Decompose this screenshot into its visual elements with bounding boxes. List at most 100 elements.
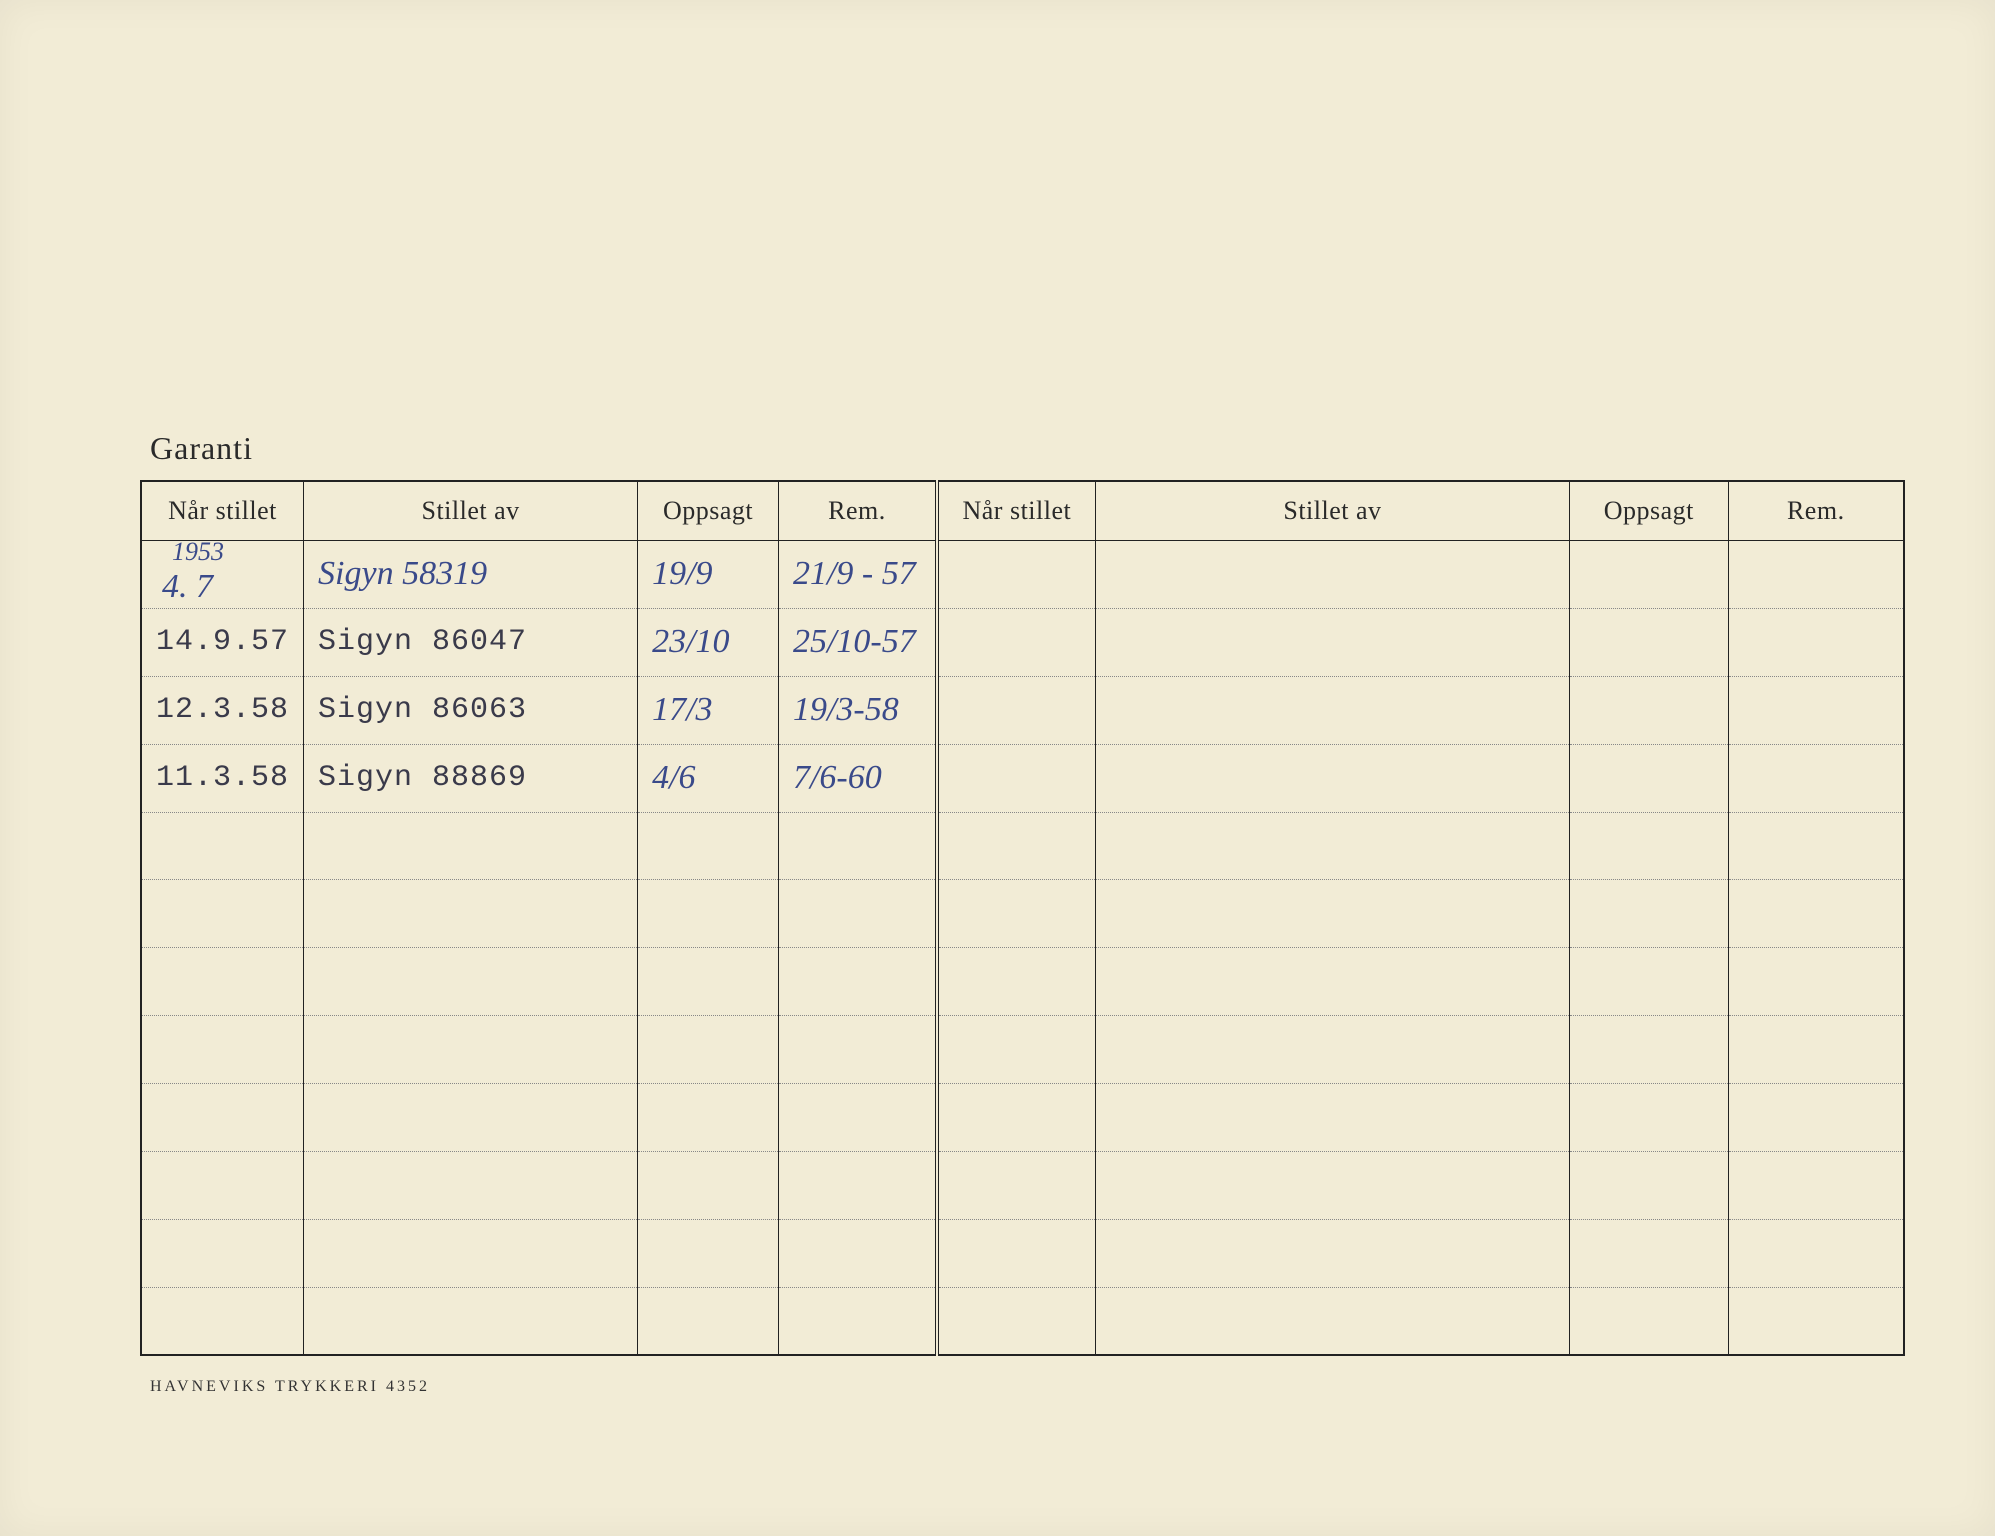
empty-cell xyxy=(638,1219,779,1287)
cell-stillet-av: Sigyn 88869 xyxy=(304,744,638,812)
empty-cell xyxy=(1570,948,1728,1016)
empty-cell xyxy=(1095,880,1569,948)
empty-cell xyxy=(937,1287,1095,1355)
empty-cell xyxy=(1095,1219,1569,1287)
empty-cell xyxy=(638,880,779,948)
empty-cell xyxy=(1095,1084,1569,1152)
cell-oppsagt: 19/9 xyxy=(638,541,779,609)
cell-nar-stillet: 14.9.57 xyxy=(141,608,304,676)
cell-rem: 19/3-58 xyxy=(778,676,936,744)
empty-cell xyxy=(1570,1287,1728,1355)
empty-cell xyxy=(778,880,936,948)
empty-cell xyxy=(304,880,638,948)
empty-cell xyxy=(1728,812,1904,880)
cell-oppsagt: 4/6 xyxy=(638,744,779,812)
empty-cell xyxy=(1570,880,1728,948)
empty-cell xyxy=(638,1151,779,1219)
table-row: 14.9.57Sigyn 8604723/1025/10-57 xyxy=(141,608,1904,676)
table-row xyxy=(141,1287,1904,1355)
empty-cell xyxy=(638,948,779,1016)
empty-cell xyxy=(937,1219,1095,1287)
table-row xyxy=(141,812,1904,880)
cell-stillet-av-2 xyxy=(1095,541,1569,609)
cell-rem-2 xyxy=(1728,744,1904,812)
empty-cell xyxy=(141,1287,304,1355)
empty-cell xyxy=(778,1287,936,1355)
table-row: 12.3.58Sigyn 8606317/319/3-58 xyxy=(141,676,1904,744)
cell-oppsagt-2 xyxy=(1570,744,1728,812)
cell-oppsagt: 23/10 xyxy=(638,608,779,676)
cell-oppsagt: 17/3 xyxy=(638,676,779,744)
head-nar-stillet-2: Når stillet xyxy=(937,481,1095,541)
empty-cell xyxy=(1728,1219,1904,1287)
cell-stillet-av: Sigyn 58319 xyxy=(304,541,638,609)
empty-cell xyxy=(304,1287,638,1355)
header-row: Når stillet Stillet av Oppsagt Rem. Når … xyxy=(141,481,1904,541)
empty-cell xyxy=(778,948,936,1016)
cell-oppsagt-2 xyxy=(1570,676,1728,744)
table-row: 11.3.58Sigyn 888694/67/6-60 xyxy=(141,744,1904,812)
empty-cell xyxy=(937,1151,1095,1219)
table-body: 19534. 7Sigyn 5831919/921/9 - 5714.9.57S… xyxy=(141,541,1904,1356)
empty-cell xyxy=(937,1084,1095,1152)
cell-rem: 25/10-57 xyxy=(778,608,936,676)
cell-rem-2 xyxy=(1728,676,1904,744)
empty-cell xyxy=(141,880,304,948)
cell-nar-stillet-2 xyxy=(937,608,1095,676)
table-row xyxy=(141,948,1904,1016)
empty-cell xyxy=(1570,1016,1728,1084)
empty-cell xyxy=(1570,812,1728,880)
empty-cell xyxy=(638,1084,779,1152)
empty-cell xyxy=(304,948,638,1016)
empty-cell xyxy=(141,1016,304,1084)
cell-rem: 7/6-60 xyxy=(778,744,936,812)
cell-rem-2 xyxy=(1728,608,1904,676)
document-page: Garanti Når stillet Stillet av xyxy=(0,0,1995,1536)
empty-cell xyxy=(1728,880,1904,948)
cell-nar-stillet-2 xyxy=(937,744,1095,812)
guarantee-table: Når stillet Stillet av Oppsagt Rem. Når … xyxy=(140,480,1905,1356)
head-nar-stillet-1: Når stillet xyxy=(141,481,304,541)
empty-cell xyxy=(937,948,1095,1016)
empty-cell xyxy=(141,1151,304,1219)
empty-cell xyxy=(1570,1084,1728,1152)
empty-cell xyxy=(141,948,304,1016)
cell-nar-stillet: 11.3.58 xyxy=(141,744,304,812)
empty-cell xyxy=(1728,1016,1904,1084)
date-value: 4. 7 xyxy=(162,568,213,606)
cell-oppsagt-2 xyxy=(1570,541,1728,609)
empty-cell xyxy=(638,1016,779,1084)
empty-cell xyxy=(304,1084,638,1152)
empty-cell xyxy=(937,812,1095,880)
head-oppsagt-1: Oppsagt xyxy=(638,481,779,541)
table-row xyxy=(141,1016,1904,1084)
cell-stillet-av-2 xyxy=(1095,676,1569,744)
cell-stillet-av-2 xyxy=(1095,608,1569,676)
table-row xyxy=(141,880,1904,948)
empty-cell xyxy=(638,812,779,880)
empty-cell xyxy=(1728,1287,1904,1355)
empty-cell xyxy=(304,1151,638,1219)
cell-nar-stillet: 19534. 7 xyxy=(141,541,304,609)
printer-footer: HAVNEVIKS TRYKKERI 4352 xyxy=(150,1378,430,1396)
empty-cell xyxy=(1728,948,1904,1016)
content-area: Garanti Når stillet Stillet av xyxy=(60,60,1935,1476)
section-title: Garanti xyxy=(150,430,253,467)
year-annotation: 1953 xyxy=(172,537,224,567)
head-stillet-av-1: Stillet av xyxy=(304,481,638,541)
empty-cell xyxy=(778,1151,936,1219)
empty-cell xyxy=(141,812,304,880)
head-rem-2: Rem. xyxy=(1728,481,1904,541)
empty-cell xyxy=(1728,1084,1904,1152)
empty-cell xyxy=(1570,1151,1728,1219)
empty-cell xyxy=(778,812,936,880)
empty-cell xyxy=(1570,1219,1728,1287)
empty-cell xyxy=(1095,812,1569,880)
cell-stillet-av: Sigyn 86047 xyxy=(304,608,638,676)
table-row xyxy=(141,1219,1904,1287)
empty-cell xyxy=(778,1084,936,1152)
head-rem-1: Rem. xyxy=(778,481,936,541)
empty-cell xyxy=(141,1084,304,1152)
cell-nar-stillet: 12.3.58 xyxy=(141,676,304,744)
guarantee-table-wrap: Når stillet Stillet av Oppsagt Rem. Når … xyxy=(140,480,1905,1356)
